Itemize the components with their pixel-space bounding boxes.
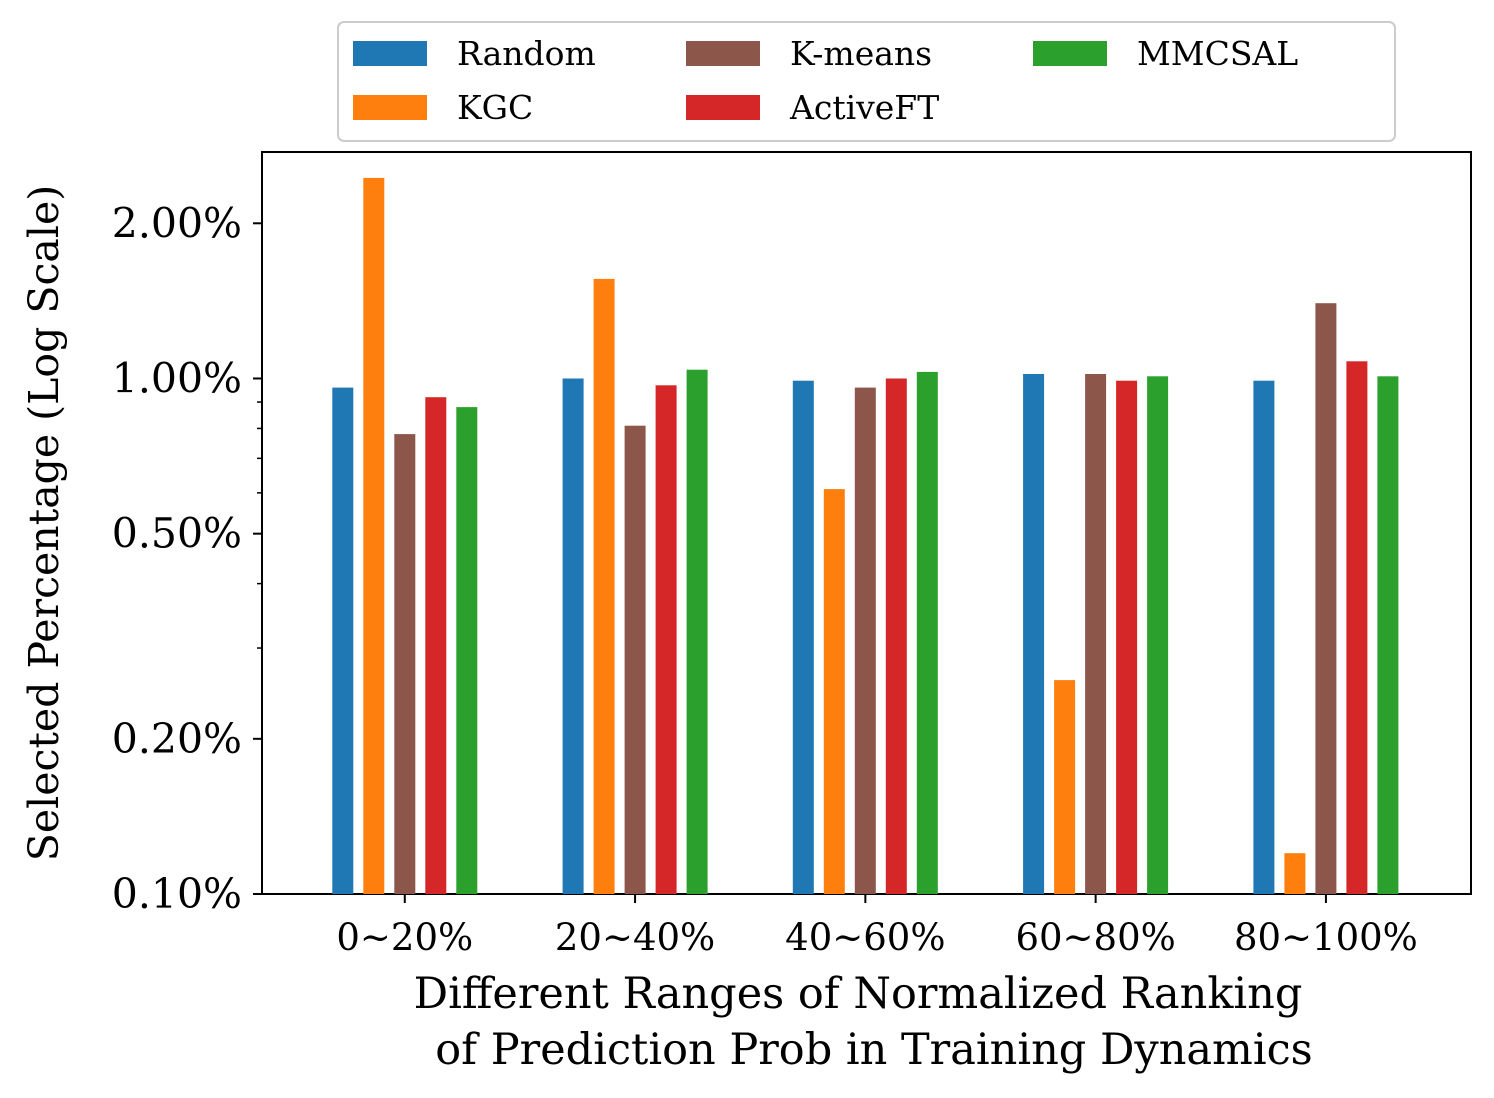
y-tick-label: 2.00% xyxy=(112,199,242,247)
legend-swatch-kgc xyxy=(353,95,427,120)
legend-label-activeft: ActiveFT xyxy=(789,88,939,127)
y-tick-label: 0.20% xyxy=(112,715,242,763)
x-tick-label: 80~100% xyxy=(1234,916,1418,959)
legend-label-random: Random xyxy=(457,34,596,73)
bar-k-means-1 xyxy=(624,425,646,894)
x-axis-label-line-1: Different Ranges of Normalized Ranking xyxy=(414,969,1303,1019)
bar-mmcsal-1 xyxy=(686,369,708,894)
x-tick-label: 60~80% xyxy=(1015,916,1175,959)
y-tick-label: 0.10% xyxy=(112,870,242,918)
bar-random-4 xyxy=(1253,380,1275,894)
bar-k-means-0 xyxy=(394,434,416,894)
bar-activeft-2 xyxy=(885,378,907,894)
bar-mmcsal-4 xyxy=(1377,376,1399,894)
x-tick-label: 40~60% xyxy=(785,916,945,959)
y-axis-label: Selected Percentage (Log Scale) xyxy=(20,185,68,861)
legend-label-kgc: KGC xyxy=(457,88,533,127)
y-tick-label: 0.50% xyxy=(112,510,242,558)
bar-activeft-4 xyxy=(1346,361,1368,894)
bar-activeft-3 xyxy=(1116,380,1138,894)
bars-layer xyxy=(332,177,1399,894)
bar-k-means-3 xyxy=(1085,374,1107,894)
bar-k-means-4 xyxy=(1315,303,1337,894)
legend-swatch-k-means xyxy=(686,41,760,66)
bar-random-2 xyxy=(792,380,814,894)
legend-swatch-activeft xyxy=(686,95,760,120)
bar-k-means-2 xyxy=(854,387,876,894)
bar-mmcsal-0 xyxy=(456,407,478,894)
bar-activeft-1 xyxy=(655,385,677,894)
legend: Random KGC K-means ActiveFT MMCSAL xyxy=(337,21,1396,142)
legend-label-mmcsal: MMCSAL xyxy=(1137,34,1298,73)
legend-label-k-means: K-means xyxy=(790,34,932,73)
bar-kgc-2 xyxy=(823,489,845,894)
x-tick-label: 20~40% xyxy=(555,916,715,959)
x-axis-label-line-2: of Prediction Prob in Training Dynamics xyxy=(435,1025,1312,1075)
y-axis: 0.10% 0.20% 0.50% 1.00% 2.00% xyxy=(112,199,262,918)
bar-kgc-3 xyxy=(1054,680,1076,894)
bar-mmcsal-2 xyxy=(916,371,938,894)
bar-mmcsal-3 xyxy=(1147,376,1169,894)
legend-frame xyxy=(337,21,1396,142)
bar-kgc-0 xyxy=(363,177,385,894)
bar-random-3 xyxy=(1023,374,1045,894)
bar-kgc-1 xyxy=(593,278,615,894)
legend-swatch-mmcsal xyxy=(1033,41,1107,66)
bar-activeft-0 xyxy=(425,397,447,894)
bar-random-1 xyxy=(562,378,584,894)
legend-swatch-random xyxy=(353,41,427,66)
y-tick-label: 1.00% xyxy=(112,354,242,402)
x-tick-label: 0~20% xyxy=(336,916,473,959)
x-axis: 0~20% 20~40% 40~60% 60~80% 80~100% xyxy=(336,894,1418,959)
bar-random-0 xyxy=(332,387,354,894)
bar-kgc-4 xyxy=(1284,853,1306,894)
